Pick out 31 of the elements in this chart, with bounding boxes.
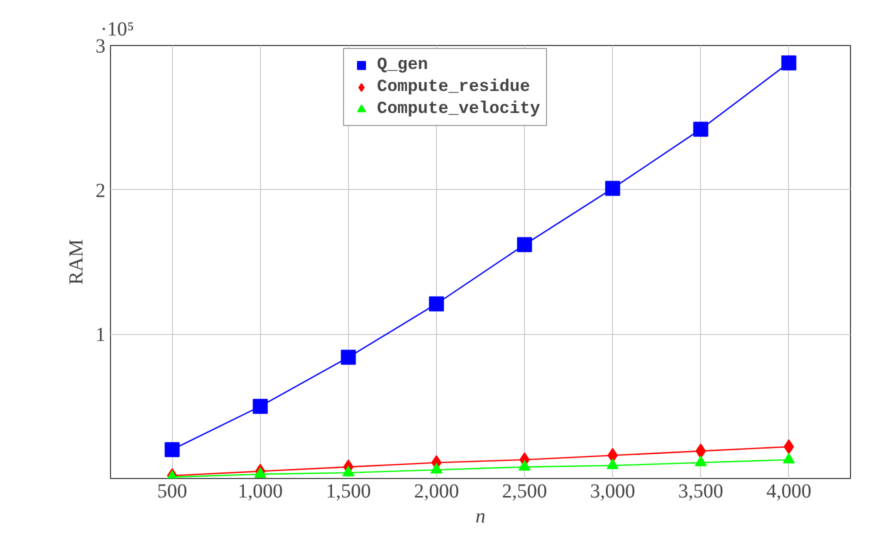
x-tick-label: 1,000 (238, 480, 283, 502)
point (517, 237, 532, 252)
point (693, 122, 708, 137)
point (605, 180, 620, 196)
point (164, 442, 180, 458)
x-tick-label: 1,500 (326, 480, 371, 502)
point (340, 350, 356, 365)
x-tick-label: 2,500 (502, 480, 548, 502)
legend-label: Compute_residue (377, 78, 530, 96)
y-axis-title: RAM (66, 239, 88, 285)
y-tick-label: 2 (96, 180, 106, 202)
point (782, 452, 795, 464)
x-tick-label: 3,500 (678, 480, 724, 502)
x-tick-label: 4,000 (766, 480, 812, 502)
point (518, 460, 531, 471)
point (428, 296, 444, 312)
point (430, 462, 442, 474)
point (254, 467, 266, 478)
point (694, 456, 707, 466)
point (342, 466, 354, 476)
point (781, 55, 796, 70)
y-tick-label: 1 (96, 324, 106, 346)
x-tick-label: 3,000 (590, 480, 636, 502)
x-tick-label: 500 (157, 480, 188, 502)
point (607, 448, 618, 463)
legend-label: Compute_velocity (377, 100, 540, 118)
point (252, 398, 268, 414)
x-axis-title: n (476, 506, 486, 528)
x-tick-label: 2,000 (414, 480, 459, 502)
point (606, 458, 619, 470)
legend-label: Q_gen (377, 56, 428, 74)
